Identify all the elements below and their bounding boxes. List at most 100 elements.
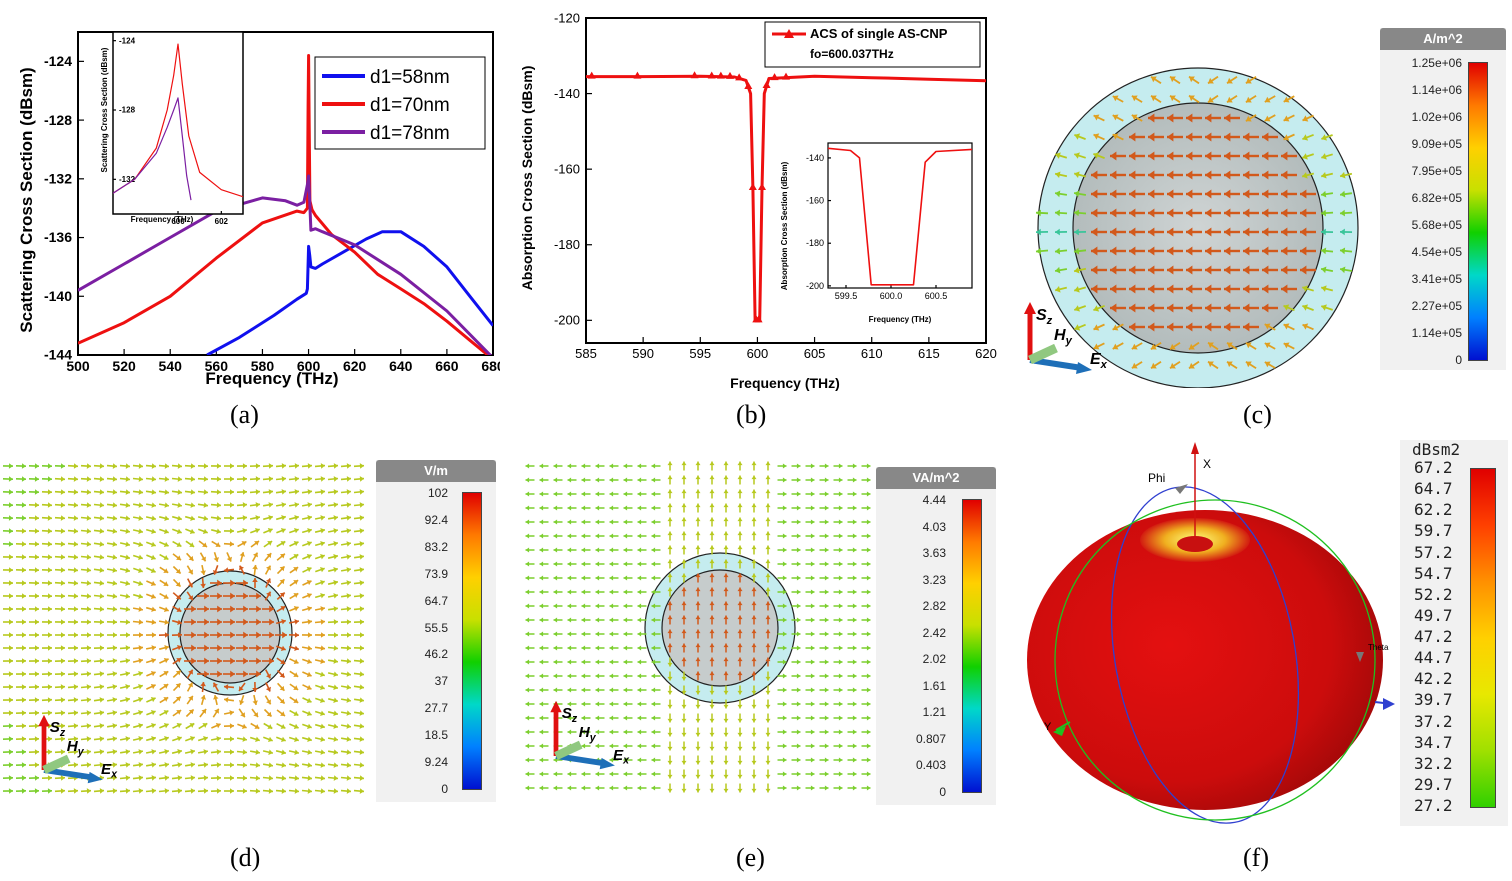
colorbar-f: dBsm2 67.2 64.7 62.2 59.7 57.2 54.7 52.2 49.7 47… bbox=[1400, 440, 1508, 826]
panel-label-c: (c) bbox=[1243, 400, 1272, 429]
field-arrow-head bbox=[86, 515, 91, 521]
field-arrow-head bbox=[852, 603, 857, 609]
field-arrow-head bbox=[866, 519, 871, 525]
field-arrow-head bbox=[204, 644, 209, 652]
field-arrow-head bbox=[637, 673, 642, 679]
field-arrow-head bbox=[796, 561, 801, 567]
field-arrow-head bbox=[47, 775, 52, 781]
colorbar-c-tick: 5.68e+05 bbox=[1411, 218, 1462, 232]
field-arrow-head bbox=[239, 700, 245, 705]
field-arrow-head bbox=[34, 697, 39, 703]
field-arrow-head bbox=[86, 463, 91, 469]
field-arrow-head bbox=[595, 617, 600, 623]
field-arrow-head bbox=[581, 743, 586, 749]
field-arrow-head bbox=[1110, 189, 1117, 199]
field-arrow-head bbox=[265, 578, 271, 584]
field-arrow-head bbox=[525, 547, 530, 553]
colorbar-f-tick: 32.2 bbox=[1414, 753, 1453, 773]
field-arrow-head bbox=[651, 729, 656, 735]
field-arrow-head bbox=[256, 605, 261, 613]
field-arrow-head bbox=[810, 757, 815, 763]
field-arrow-head bbox=[307, 736, 312, 742]
field-arrow-head bbox=[1300, 246, 1307, 256]
field-arrow-head bbox=[293, 711, 299, 716]
field-arrow-head bbox=[651, 701, 656, 707]
field-arrow-head bbox=[164, 632, 169, 638]
field-arrow-head bbox=[782, 673, 787, 679]
field-arrow-head bbox=[125, 554, 130, 560]
field-arrow-head bbox=[255, 502, 260, 508]
field-arrow-head bbox=[1321, 247, 1327, 255]
field-arrow-head bbox=[838, 715, 843, 721]
field-arrow-head bbox=[1264, 323, 1271, 330]
field-arrow-head bbox=[282, 631, 287, 639]
field-arrow-head bbox=[112, 463, 117, 469]
field-arrow-head bbox=[737, 629, 743, 634]
field-arrow-head bbox=[553, 533, 558, 539]
field-arrow-head bbox=[177, 762, 182, 768]
field-arrow-head bbox=[838, 743, 843, 749]
field-arrow-head bbox=[824, 477, 829, 483]
field-arrow-head bbox=[796, 631, 801, 637]
field-arrow-head bbox=[86, 476, 91, 482]
field-arrow-head bbox=[667, 760, 673, 765]
field-arrow-head bbox=[242, 528, 247, 534]
field-arrow-head bbox=[810, 547, 815, 553]
field-arrow-head bbox=[637, 477, 642, 483]
field-arrow-head bbox=[268, 775, 273, 781]
field-arrow-head bbox=[346, 723, 351, 729]
field-arrow-head bbox=[595, 477, 600, 483]
field-arrow-head bbox=[581, 519, 586, 525]
field-arrow-head bbox=[268, 736, 273, 742]
core-circle bbox=[1072, 102, 1324, 354]
field-arrow-head bbox=[852, 645, 857, 651]
field-arrow-head bbox=[810, 631, 815, 637]
field-arrow-head bbox=[125, 619, 130, 625]
field-arrow-head bbox=[47, 554, 52, 560]
field-arrow-head bbox=[202, 723, 208, 728]
field-arrow-head bbox=[151, 762, 156, 768]
field-arrow-head bbox=[47, 528, 52, 534]
field-arrow-head bbox=[709, 788, 715, 793]
y-tick-label: -200 bbox=[554, 313, 580, 328]
field-arrow-head bbox=[99, 593, 104, 599]
field-arrow-head bbox=[204, 631, 209, 639]
field-arrow-head bbox=[1167, 170, 1174, 180]
field-arrow-head bbox=[359, 710, 364, 716]
field-arrow-head bbox=[138, 515, 143, 521]
field-arrow-head bbox=[34, 554, 39, 560]
field-arrow-head bbox=[1227, 96, 1233, 103]
colorbar-d-tick: 73.9 bbox=[424, 566, 448, 581]
field-arrow-head bbox=[737, 461, 743, 466]
field-arrow-head bbox=[230, 592, 235, 600]
field-arrow-head bbox=[306, 567, 312, 573]
field-arrow-head bbox=[1091, 265, 1098, 275]
field-arrow-head bbox=[737, 643, 743, 648]
field-arrow-head bbox=[320, 645, 325, 651]
field-arrow-head bbox=[307, 658, 312, 664]
field-arrow-head bbox=[525, 645, 530, 651]
field-arrow-head bbox=[810, 519, 815, 525]
field-arrow-head bbox=[810, 701, 815, 707]
colorbar-c-tick: 4.54e+05 bbox=[1411, 245, 1462, 259]
y-tick-label: -132 bbox=[119, 175, 136, 184]
y-tick-label: -124 bbox=[44, 53, 72, 69]
field-arrow-head bbox=[125, 528, 130, 534]
field-arrow-head bbox=[294, 632, 299, 638]
field-arrow-head bbox=[723, 475, 729, 480]
field-arrow-head bbox=[320, 749, 325, 755]
field-arrow-head bbox=[8, 788, 13, 794]
field-arrow-head bbox=[1300, 208, 1307, 218]
field-arrow-head bbox=[164, 762, 169, 768]
field-arrow-head bbox=[34, 528, 39, 534]
field-arrow-head bbox=[637, 729, 642, 735]
field-arrow-head bbox=[112, 658, 117, 664]
field-arrow-head bbox=[188, 569, 193, 575]
field-arrow-head bbox=[1205, 322, 1212, 332]
field-arrow-head bbox=[60, 502, 65, 508]
panel-label-f: (f) bbox=[1243, 843, 1269, 872]
field-arrow-head bbox=[306, 554, 312, 560]
field-arrow-head bbox=[1170, 362, 1176, 369]
field-arrow-head bbox=[1189, 95, 1195, 102]
